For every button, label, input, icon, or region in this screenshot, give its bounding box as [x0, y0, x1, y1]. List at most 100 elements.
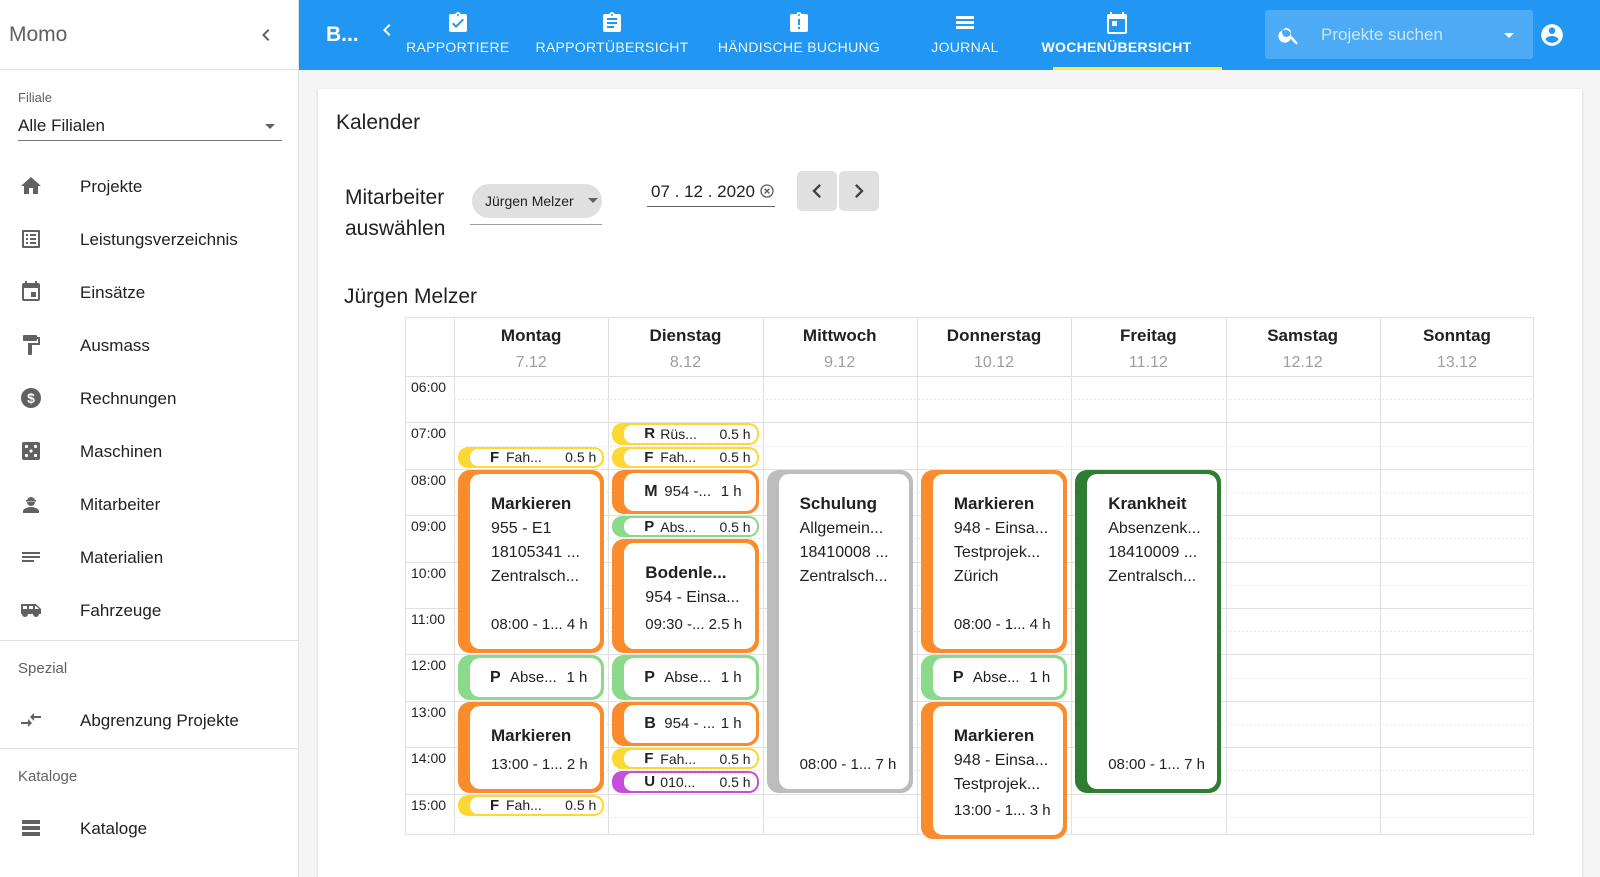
calendar-event[interactable]: Markieren 948 - Einsa... Testprojek... 13:0… [920, 701, 1068, 839]
active-tab-indicator [1053, 67, 1222, 70]
event-duration: 0.5 h [565, 797, 597, 814]
grid-column-line [762, 318, 764, 834]
tab-rapportieren[interactable]: RAPPORTIEREN [407, 0, 509, 70]
event-title: Rüs... [660, 425, 697, 442]
filiale-select[interactable]: Alle Filialen [18, 111, 282, 141]
tab-haendische-buchung[interactable]: HÄNDISCHE BUCHUNG [713, 0, 885, 70]
paint-roller-icon [23, 335, 40, 355]
day-name: Samstag [1267, 326, 1339, 345]
employee-chip[interactable]: Jürgen Melzer [472, 184, 602, 218]
date-input[interactable]: 07 . 12 . 2020 [647, 177, 775, 207]
event-body: F Fah... 0.5 h [470, 448, 603, 466]
sidebar-item-label: Fahrzeuge [80, 600, 162, 620]
event-title: Markieren [491, 493, 572, 513]
calendar-event[interactable]: P Abse... 1 h [458, 655, 605, 700]
time-label: 14:00 [411, 750, 447, 767]
event-body: Markieren 955 - E1 18105341 ... Zentralsch.… [470, 473, 601, 650]
calendar-event[interactable]: M 954 -... 1 h [612, 469, 759, 515]
calendar-event[interactable]: Bodenle... 954 - Einsa... 09:30 -... 2.5 h [612, 539, 759, 654]
day-date: 11.12 [1128, 354, 1168, 371]
calendar-event[interactable]: P Abs... 0.5 h [612, 516, 759, 538]
sidebar-item-leistungsverzeichnis[interactable]: Leistungsverzeichnis [0, 213, 298, 266]
day-header: Mittwoch 9.12 [763, 318, 917, 376]
account-icon[interactable] [1539, 22, 1565, 48]
previous-week-button[interactable] [797, 171, 837, 211]
event-time: 13:00 - 1... 2 h [491, 756, 588, 773]
sidebar-item-einsaetze[interactable]: Einsätze [0, 266, 298, 319]
employee-chip-label: Jürgen Melzer [485, 193, 574, 209]
calendar-event[interactable]: R Rüs... 0.5 h [612, 423, 759, 445]
calendar-event[interactable]: F Fah... 0.5 h [458, 446, 605, 468]
event-body: Markieren 948 - Einsa... Testprojek... 13:0… [932, 705, 1064, 835]
time-label: 12:00 [411, 657, 447, 674]
event-code: B [644, 714, 656, 732]
calendar-event[interactable]: B 954 - ... 1 h [612, 701, 759, 747]
calendar-event[interactable]: P Abse... 1 h [920, 655, 1068, 700]
time-label: 09:00 [411, 518, 447, 535]
sidebar-item-kataloge[interactable]: Kataloge [0, 802, 298, 855]
event-title: Abse... [972, 669, 1020, 687]
event-body: R Rüs... 0.5 h [624, 425, 757, 443]
event-time: 08:00 - 1... 7 h [800, 756, 897, 773]
event-body: Bodenle... 954 - Einsa... 09:30 -... 2.5 h [624, 543, 755, 650]
event-duration: 0.5 h [719, 773, 751, 790]
event-duration: 4 h [1029, 616, 1051, 634]
search-input[interactable]: Projekte suchen [1321, 24, 1443, 44]
calendar-event[interactable]: Markieren 948 - Einsa... Testprojek... Züri… [920, 469, 1068, 654]
sidebar-item-materialien[interactable]: Materialien [0, 531, 298, 584]
day-header: Montag 7.12 [454, 318, 608, 376]
tab-wochenuebersicht[interactable]: WOCHENÜBERSICHT [1032, 0, 1201, 70]
event-code: M [644, 482, 658, 500]
collapse-sidebar-button[interactable] [254, 23, 278, 47]
svg-text:$: $ [27, 390, 35, 406]
grid-hour-line [406, 468, 1533, 470]
event-time-range: 08:00 - 1... [799, 755, 872, 773]
event-title: Krankheit [1108, 493, 1187, 513]
tab-journal[interactable]: JOURNAL [905, 0, 1025, 70]
sidebar-item-label: Leistungsverzeichnis [80, 229, 238, 249]
event-duration: 4 h [566, 616, 588, 634]
calendar-event[interactable]: F Fah... 0.5 h [612, 748, 759, 770]
event-title: 954 -... [664, 483, 711, 501]
next-week-button[interactable] [839, 171, 879, 211]
calendar-event[interactable]: F Fah... 0.5 h [612, 446, 759, 468]
event-body: M 954 -... 1 h [624, 472, 756, 512]
event-detail: 18410009 ... [1108, 543, 1198, 561]
tab-rapportuebersicht[interactable]: RAPPORTÜBERSICHT [531, 0, 693, 70]
sidebar-item-mitarbeiter[interactable]: Mitarbeiter [0, 478, 298, 531]
time-label: 07:00 [411, 425, 447, 442]
week-calendar: Montag 7.12 Dienstag 8.12 Mittwoch 9.12 Donner… [405, 317, 1535, 839]
employee-select[interactable]: Jürgen Melzer [470, 184, 602, 225]
calendar-event[interactable]: Krankheit Absenzenk... 18410009 ... Zentral… [1075, 469, 1222, 793]
sidebar-item-fahrzeuge[interactable]: Fahrzeuge [0, 584, 298, 637]
event-detail: Testprojek... [953, 775, 1041, 793]
sidebar-item-label: Rechnungen [80, 388, 177, 408]
sidebar-item-projekte[interactable]: Projekte [0, 160, 298, 213]
sidebar-item-maschinen[interactable]: Maschinen [0, 425, 298, 478]
event-detail: 18105341 ... [491, 543, 580, 561]
clipboard-text-icon [603, 12, 621, 32]
dropdown-arrow-icon[interactable] [1497, 23, 1521, 47]
calendar-event[interactable]: Markieren 955 - E1 18105341 ... Zentralsch.… [458, 469, 605, 654]
event-detail: Allgemein... [799, 519, 884, 537]
project-search[interactable]: Projekte suchen [1265, 10, 1533, 59]
notes-icon [22, 552, 40, 562]
van-icon [21, 604, 41, 617]
sidebar-item-ausmass[interactable]: Ausmass [0, 319, 298, 372]
sidebar-item-abgrenzung-projekte[interactable]: Abgrenzung Projekte [0, 694, 298, 747]
calendar-event[interactable]: Schulung Allgemein... 18410008 ... Zentrals… [766, 469, 913, 793]
event-code: P [952, 668, 964, 686]
day-header: Donnerstag 10.12 [917, 318, 1071, 376]
clear-icon[interactable] [759, 183, 775, 199]
calendar-event[interactable]: Markieren 13:00 - 1... 2 h [458, 701, 605, 793]
event-code: P [490, 668, 501, 686]
event-duration: 3 h [1029, 801, 1051, 819]
chevron-left-icon[interactable] [375, 18, 399, 42]
calendar-today-icon [1106, 12, 1127, 34]
calendar-event[interactable]: F Fah... 0.5 h [458, 794, 605, 816]
grid-hour-line [406, 700, 1533, 702]
calendar-event[interactable]: U 010... 0.5 h [612, 771, 759, 793]
event-body: F Fah... 0.5 h [624, 448, 757, 466]
calendar-event[interactable]: P Abse... 1 h [612, 655, 759, 700]
sidebar-item-rechnungen[interactable]: $ Rechnungen [0, 372, 298, 425]
